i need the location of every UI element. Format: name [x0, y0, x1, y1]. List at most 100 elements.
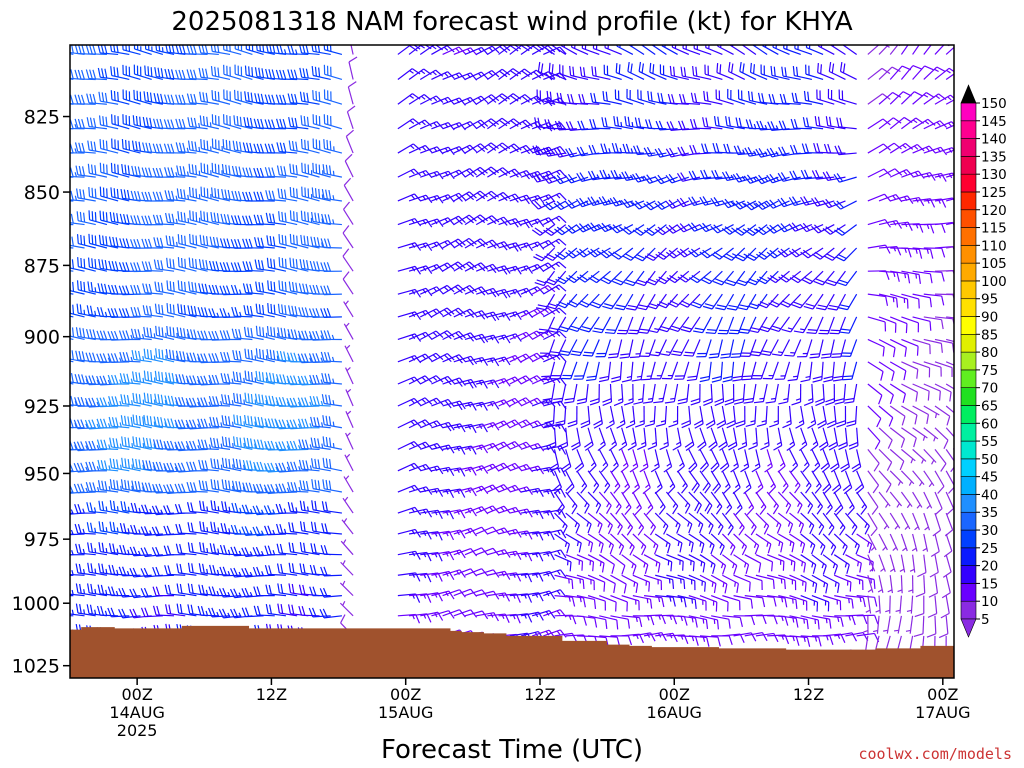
wind-barb: [733, 554, 750, 574]
wind-barb: [590, 92, 611, 105]
wind-barb: [791, 293, 813, 309]
wind-barb: [598, 533, 615, 555]
wind-barb: [867, 405, 882, 428]
wind-barb: [721, 224, 746, 235]
wind-barb: [699, 491, 713, 515]
wind-barb: [592, 45, 611, 56]
wind-barb: [710, 512, 724, 536]
wind-barb: [397, 333, 422, 342]
wind-barb: [823, 143, 846, 154]
wind-barb: [189, 233, 208, 249]
wind-barb: [230, 262, 253, 273]
wind-barb: [654, 554, 673, 572]
wind-barb: [177, 303, 197, 318]
wind-barb: [548, 339, 567, 357]
wind-barb: [241, 526, 264, 536]
wind-barb: [230, 546, 253, 557]
wind-barb: [286, 440, 309, 451]
wind-barb: [108, 260, 130, 272]
wind-barb: [453, 237, 477, 249]
wind-barb: [498, 168, 522, 178]
wind-barb: [727, 88, 745, 105]
wind-barb: [241, 215, 264, 226]
wind-barb: [133, 64, 152, 81]
wind-barb: [130, 215, 152, 226]
wind-barb: [131, 480, 152, 493]
chart-title: 2025081318 NAM forecast wind profile (kt…: [171, 7, 852, 37]
wind-barb: [649, 339, 667, 357]
colorbar-label: 35: [981, 505, 998, 521]
wind-barb: [798, 427, 808, 452]
wind-barb: [140, 547, 163, 558]
wind-barb: [833, 173, 857, 183]
wind-barb: [254, 259, 275, 272]
wind-barb: [699, 470, 711, 494]
wind-barb: [152, 566, 175, 577]
wind-barb: [666, 595, 687, 608]
wind-barb: [838, 427, 848, 451]
wind-barb: [253, 461, 275, 472]
wind-barb: [509, 530, 533, 540]
wind-barb: [141, 261, 163, 272]
wind-barb: [119, 351, 141, 363]
wind-barb: [788, 449, 799, 473]
wind-barb: [208, 586, 231, 597]
wind-barb: [680, 66, 701, 81]
wind-barb: [345, 388, 354, 407]
wind-barb: [419, 375, 444, 385]
wind-barb: [320, 238, 342, 249]
wind-barb: [599, 574, 616, 594]
wind-barb: [265, 190, 287, 202]
wind-barb: [231, 328, 253, 341]
wind-barb: [934, 121, 954, 130]
wind-barb: [802, 117, 824, 130]
wind-barb: [723, 247, 746, 261]
wind-barb: [587, 449, 597, 473]
wind-barb: [453, 284, 477, 295]
wind-barb: [633, 145, 656, 156]
wind-barb: [244, 370, 264, 385]
wind-barb: [568, 316, 589, 333]
wind-barb: [301, 162, 320, 178]
wind-barb: [186, 502, 208, 514]
wind-barb: [599, 595, 617, 612]
wind-barb: [121, 139, 141, 154]
wind-barb: [252, 566, 275, 577]
wind-barb: [655, 120, 678, 131]
wind-barb: [667, 93, 689, 105]
wind-barb: [487, 265, 511, 275]
wind-barb: [741, 45, 757, 55]
wind-barb: [175, 523, 197, 535]
wind-barb: [548, 62, 566, 81]
wind-barb: [233, 414, 253, 429]
wind-barb: [632, 533, 647, 556]
wind-barb: [323, 64, 343, 81]
wind-barb: [87, 257, 108, 272]
wind-barb: [822, 171, 846, 182]
wind-barb: [559, 339, 578, 356]
wind-barb: [756, 405, 768, 427]
wind-barb: [748, 427, 758, 450]
wind-barb: [867, 244, 891, 254]
wind-barb: [310, 521, 331, 535]
wind-barb: [576, 595, 597, 609]
wind-barb: [593, 405, 603, 429]
wind-barb: [696, 339, 712, 358]
wind-barb: [431, 307, 455, 318]
wind-barb: [878, 533, 888, 551]
wind-barb: [789, 595, 808, 611]
wind-barbs: [70, 45, 954, 677]
wind-barb: [131, 350, 152, 363]
wind-barb: [111, 114, 130, 130]
wind-barb: [665, 470, 676, 494]
wind-barb: [715, 89, 734, 105]
wind-barb: [587, 196, 611, 207]
x-tick-label: 00Z: [390, 685, 421, 704]
wind-barb: [609, 470, 621, 494]
wind-barb: [680, 316, 701, 333]
wind-barb: [288, 542, 309, 556]
wind-barb: [598, 512, 613, 535]
x-tick-label: 00Z: [121, 685, 152, 704]
wind-barb: [755, 533, 772, 554]
wind-barb: [744, 147, 768, 157]
